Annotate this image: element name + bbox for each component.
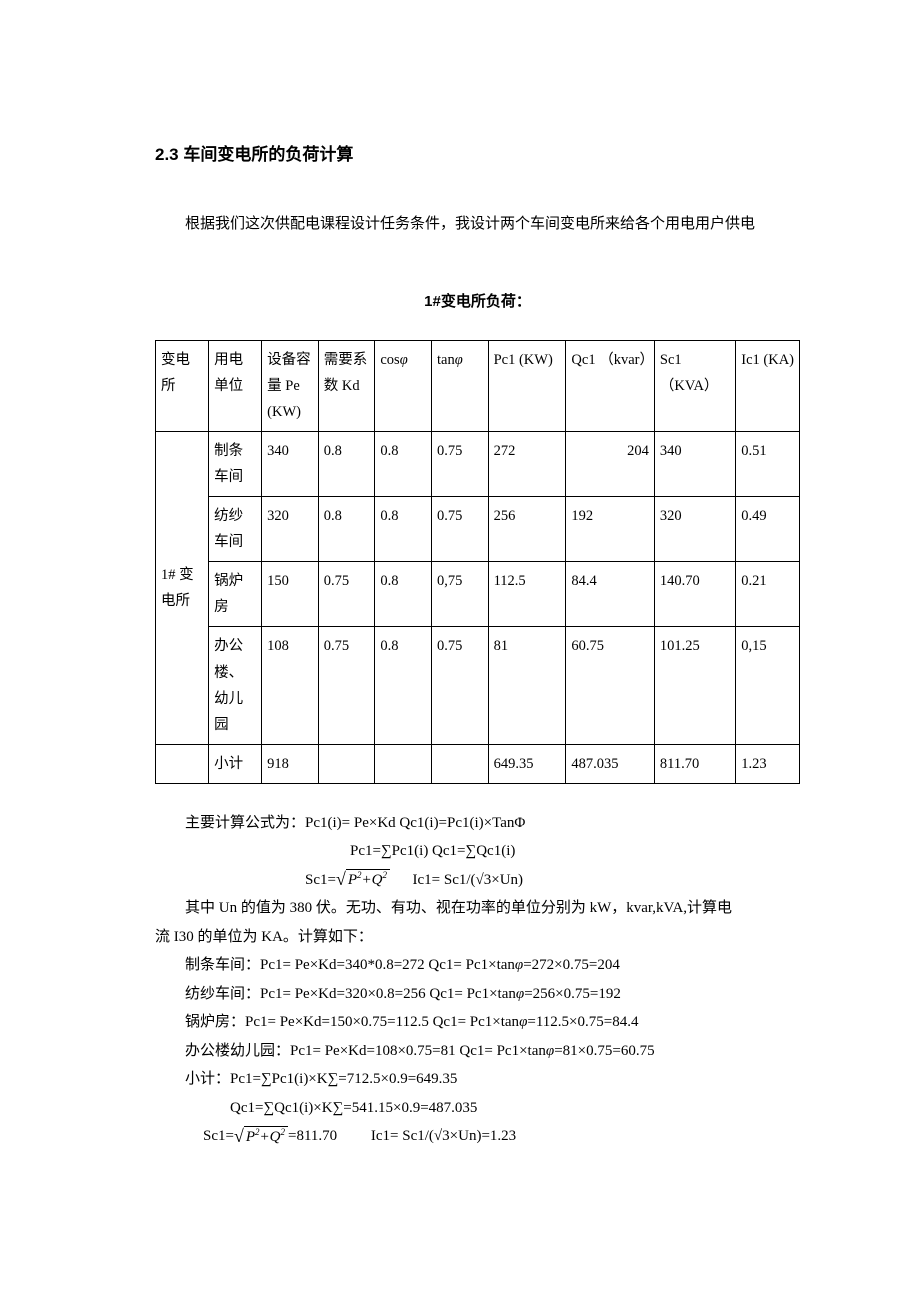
table-row: 锅炉房1500.750.80,75112.584.4140.700.21 [156,562,800,627]
sqrt-body: P2+Q2 [244,1126,288,1147]
formula-line: Sc1= P2+Q2 Ic1= Sc1/(√3×Un) [155,866,800,895]
table-cell: 0,15 [736,627,800,744]
table-cell: 112.5 [488,562,566,627]
table-cell: 0.51 [736,431,800,496]
table-row: 纺纱车间3200.80.80.752561923200.49 [156,497,800,562]
table-cell [431,744,488,783]
text: Ic1= Sc1/(√3×Un) [390,872,523,888]
table-header-cell: Qc1 （kvar） [566,340,654,431]
subtotal-row: 小计918 649.35487.035811.701.23 [156,744,800,783]
table-cell: 84.4 [566,562,654,627]
formula-block: 主要计算公式为：Pc1(i)= Pe×Kd Qc1(i)=Pc1(i)×TanΦ… [155,809,800,1151]
table-cell: 0.8 [318,497,375,562]
table-cell: 256 [488,497,566,562]
formula-line: 小计：Pc1=∑Pc1(i)×K∑=712.5×0.9=649.35 [155,1065,800,1094]
table-cell: 0.8 [318,431,375,496]
table-cell: 0.75 [318,562,375,627]
table-cell [375,744,432,783]
table-title: 1#变电所负荷： [155,288,800,315]
table-cell: 0.8 [375,431,432,496]
table-cell: 锅炉房 [209,562,262,627]
table-header-cell: cosφ [375,340,432,431]
table-cell [318,744,375,783]
table-row: 办公楼、幼儿园1080.750.80.758160.75101.250,15 [156,627,800,744]
table-header-cell: Ic1 (KA) [736,340,800,431]
table-header-cell: 设备容量 Pe (KW) [262,340,319,431]
table-cell: 140.70 [654,562,735,627]
table-header-cell: Sc1 （KVA） [654,340,735,431]
formula-line: 纺纱车间：Pc1= Pe×Kd=320×0.8=256 Qc1= Pc1×tan… [155,980,800,1009]
table-cell: 纺纱车间 [209,497,262,562]
station-cell: 1# 变电所 [156,431,209,744]
formula-line: Qc1=∑Qc1(i)×K∑=541.15×0.9=487.035 [155,1094,800,1123]
table-cell: 487.035 [566,744,654,783]
formula-line: 主要计算公式为：Pc1(i)= Pe×Kd Qc1(i)=Pc1(i)×TanΦ [155,809,800,838]
load-table: 变电所用电单位设备容量 Pe (KW)需要系数 KdcosφtanφPc1 (K… [155,340,800,784]
table-cell: 制条车间 [209,431,262,496]
table-cell: 81 [488,627,566,744]
table-cell: 150 [262,562,319,627]
table-cell: 小计 [209,744,262,783]
section-title: 2.3 车间变电所的负荷计算 [155,140,800,171]
table-cell: 0.21 [736,562,800,627]
table-cell: 0.8 [375,627,432,744]
table-cell: 204 [566,431,654,496]
table-cell: 0,75 [431,562,488,627]
table-cell: 101.25 [654,627,735,744]
table-cell: 0.75 [431,627,488,744]
table-header-cell: 需要系数 Kd [318,340,375,431]
text: Sc1= [203,1128,234,1144]
table-cell: 0.75 [431,497,488,562]
intro-text: 根据我们这次供配电课程设计任务条件，我设计两个车间变电所来给各个用电用户供电 [155,211,800,238]
formula-line: Sc1= P2+Q2=811.70 Ic1= Sc1/(√3×Un)=1.23 [155,1122,800,1151]
formula-line: 其中 Un 的值为 380 伏。无功、有功、视在功率的单位分别为 kW，kvar… [155,894,800,923]
table-cell: 340 [262,431,319,496]
sqrt-expr: P2+Q2 [234,1125,288,1149]
table-cell: 192 [566,497,654,562]
table-cell: 0.75 [431,431,488,496]
table-row: 1# 变电所制条车间3400.80.80.752722043400.51 [156,431,800,496]
table-header-row: 变电所用电单位设备容量 Pe (KW)需要系数 KdcosφtanφPc1 (K… [156,340,800,431]
table-cell: 60.75 [566,627,654,744]
table-cell: 272 [488,431,566,496]
table-cell [156,744,209,783]
table-header-cell: tanφ [431,340,488,431]
formula-line: 办公楼幼儿园：Pc1= Pe×Kd=108×0.75=81 Qc1= Pc1×t… [155,1037,800,1066]
table-cell: 320 [654,497,735,562]
table-cell: 1.23 [736,744,800,783]
formula-line: 制条车间：Pc1= Pe×Kd=340*0.8=272 Qc1= Pc1×tan… [155,951,800,980]
text: Sc1= [305,872,336,888]
text: =811.70 Ic1= Sc1/(√3×Un)=1.23 [288,1128,516,1144]
table-cell: 办公楼、幼儿园 [209,627,262,744]
table-cell: 0.75 [318,627,375,744]
table-cell: 0.49 [736,497,800,562]
table-cell: 340 [654,431,735,496]
table-cell: 0.8 [375,497,432,562]
table-cell: 108 [262,627,319,744]
table-header-cell: Pc1 (KW) [488,340,566,431]
formula-line: 锅炉房：Pc1= Pe×Kd=150×0.75=112.5 Qc1= Pc1×t… [155,1008,800,1037]
sqrt-expr: P2+Q2 [336,868,390,892]
table-cell: 649.35 [488,744,566,783]
table-cell: 0.8 [375,562,432,627]
table-header-cell: 用电单位 [209,340,262,431]
formula-line: 流 I30 的单位为 KA。计算如下： [155,923,800,952]
table-cell: 918 [262,744,319,783]
sqrt-body: P2+Q2 [346,869,390,890]
table-cell: 811.70 [654,744,735,783]
table-header-cell: 变电所 [156,340,209,431]
table-cell: 320 [262,497,319,562]
formula-line: Pc1=∑Pc1(i) Qc1=∑Qc1(i) [155,837,800,866]
